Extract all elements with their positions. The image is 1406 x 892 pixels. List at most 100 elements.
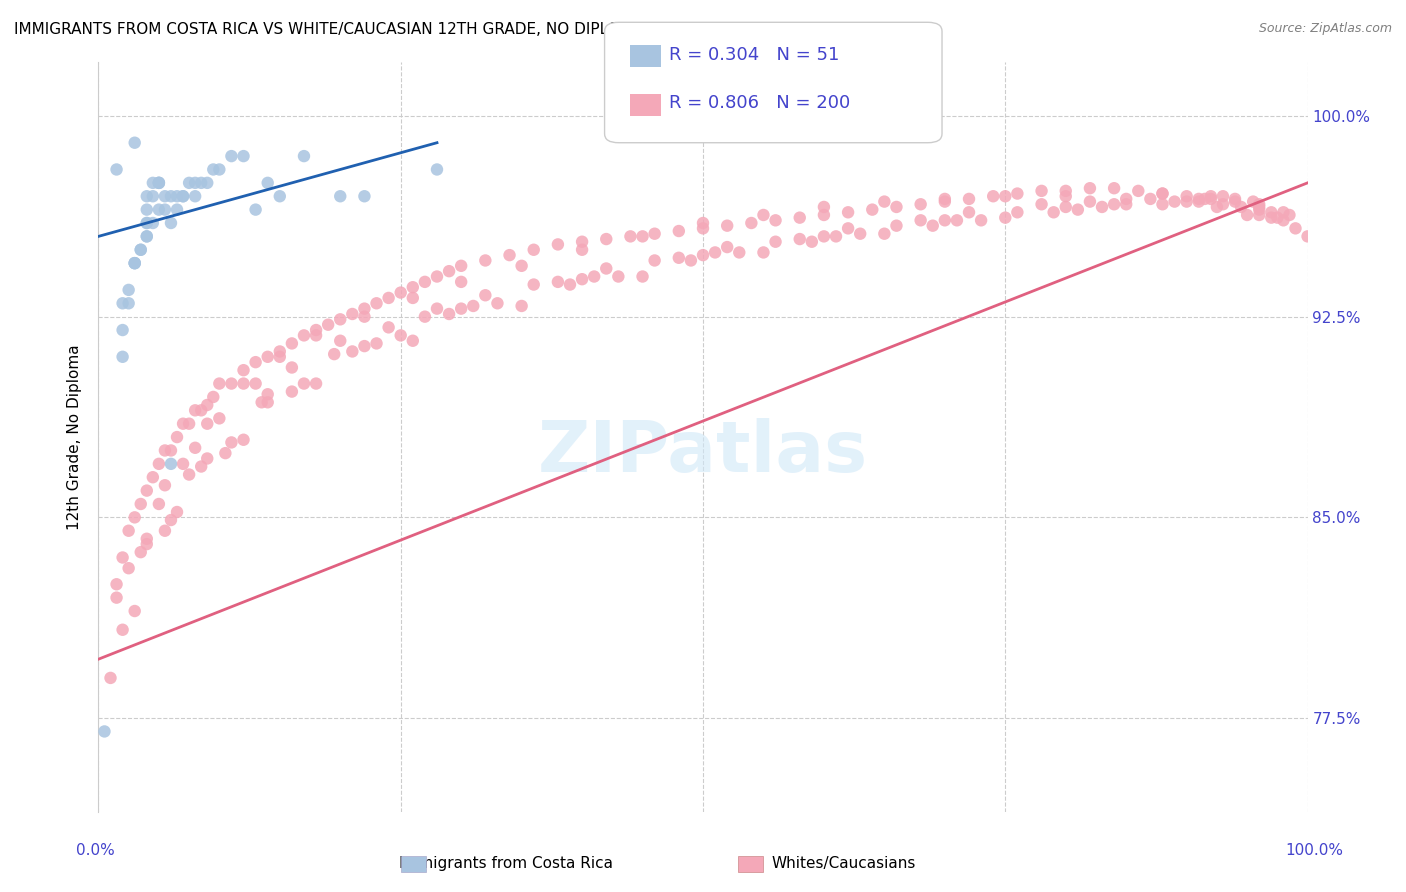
- Point: [1206, 200, 1229, 214]
- Point: [232, 363, 254, 377]
- Point: [342, 307, 364, 321]
- Point: [232, 376, 254, 391]
- Point: [166, 202, 188, 217]
- Point: [366, 336, 388, 351]
- Point: [886, 219, 908, 233]
- Point: [1230, 200, 1253, 214]
- Point: [245, 202, 267, 217]
- Point: [413, 310, 436, 324]
- Point: [124, 136, 146, 150]
- Point: [292, 328, 315, 343]
- Point: [269, 350, 291, 364]
- Point: [595, 232, 617, 246]
- Point: [389, 285, 412, 300]
- Point: [148, 176, 170, 190]
- Point: [172, 189, 194, 203]
- Point: [704, 245, 727, 260]
- Point: [571, 272, 593, 286]
- Point: [463, 299, 485, 313]
- Point: [1296, 229, 1319, 244]
- Point: [860, 202, 883, 217]
- Text: ZIPatlas: ZIPatlas: [538, 417, 868, 486]
- Point: [886, 200, 908, 214]
- Point: [571, 235, 593, 249]
- Point: [160, 443, 183, 458]
- Point: [716, 219, 738, 233]
- Point: [837, 205, 859, 219]
- Point: [111, 350, 134, 364]
- Point: [921, 219, 943, 233]
- Point: [957, 205, 980, 219]
- Point: [970, 213, 993, 227]
- Point: [353, 301, 375, 316]
- Point: [1284, 221, 1306, 235]
- Point: [668, 251, 690, 265]
- Point: [366, 296, 388, 310]
- Text: 0.0%: 0.0%: [76, 843, 115, 858]
- Point: [93, 818, 115, 832]
- Point: [208, 376, 231, 391]
- Point: [93, 724, 115, 739]
- Point: [166, 505, 188, 519]
- Point: [934, 192, 956, 206]
- Point: [160, 189, 183, 203]
- Point: [269, 189, 291, 203]
- Point: [679, 253, 702, 268]
- Point: [148, 202, 170, 217]
- Point: [1054, 184, 1077, 198]
- Point: [486, 296, 509, 310]
- Point: [195, 176, 218, 190]
- Point: [1260, 211, 1282, 225]
- Point: [305, 323, 328, 337]
- Point: [692, 221, 714, 235]
- Point: [1175, 194, 1198, 209]
- Point: [1267, 211, 1289, 225]
- Point: [135, 532, 157, 546]
- Point: [813, 229, 835, 244]
- Point: [342, 344, 364, 359]
- Point: [281, 384, 304, 399]
- Point: [1260, 205, 1282, 219]
- Point: [316, 318, 339, 332]
- Point: [305, 328, 328, 343]
- Point: [118, 283, 141, 297]
- Point: [160, 457, 183, 471]
- Point: [994, 189, 1017, 203]
- Point: [129, 243, 152, 257]
- Point: [135, 216, 157, 230]
- Point: [1272, 205, 1295, 219]
- Point: [1249, 200, 1271, 214]
- Point: [166, 189, 188, 203]
- Point: [402, 334, 425, 348]
- Point: [269, 344, 291, 359]
- Point: [179, 417, 201, 431]
- Point: [510, 299, 533, 313]
- Point: [160, 216, 183, 230]
- Point: [547, 275, 569, 289]
- Point: [111, 550, 134, 565]
- Point: [142, 189, 165, 203]
- Point: [124, 256, 146, 270]
- Point: [135, 483, 157, 498]
- Point: [1031, 184, 1053, 198]
- Point: [389, 328, 412, 343]
- Point: [1199, 189, 1222, 203]
- Point: [195, 417, 218, 431]
- Point: [957, 192, 980, 206]
- Point: [245, 376, 267, 391]
- Point: [124, 256, 146, 270]
- Point: [232, 433, 254, 447]
- Point: [221, 435, 243, 450]
- Point: [668, 224, 690, 238]
- Point: [111, 623, 134, 637]
- Point: [1163, 194, 1185, 209]
- Point: [450, 275, 472, 289]
- Point: [172, 189, 194, 203]
- Point: [208, 162, 231, 177]
- Point: [100, 671, 122, 685]
- Point: [1199, 192, 1222, 206]
- Point: [716, 240, 738, 254]
- Point: [353, 310, 375, 324]
- Point: [426, 269, 449, 284]
- Point: [571, 243, 593, 257]
